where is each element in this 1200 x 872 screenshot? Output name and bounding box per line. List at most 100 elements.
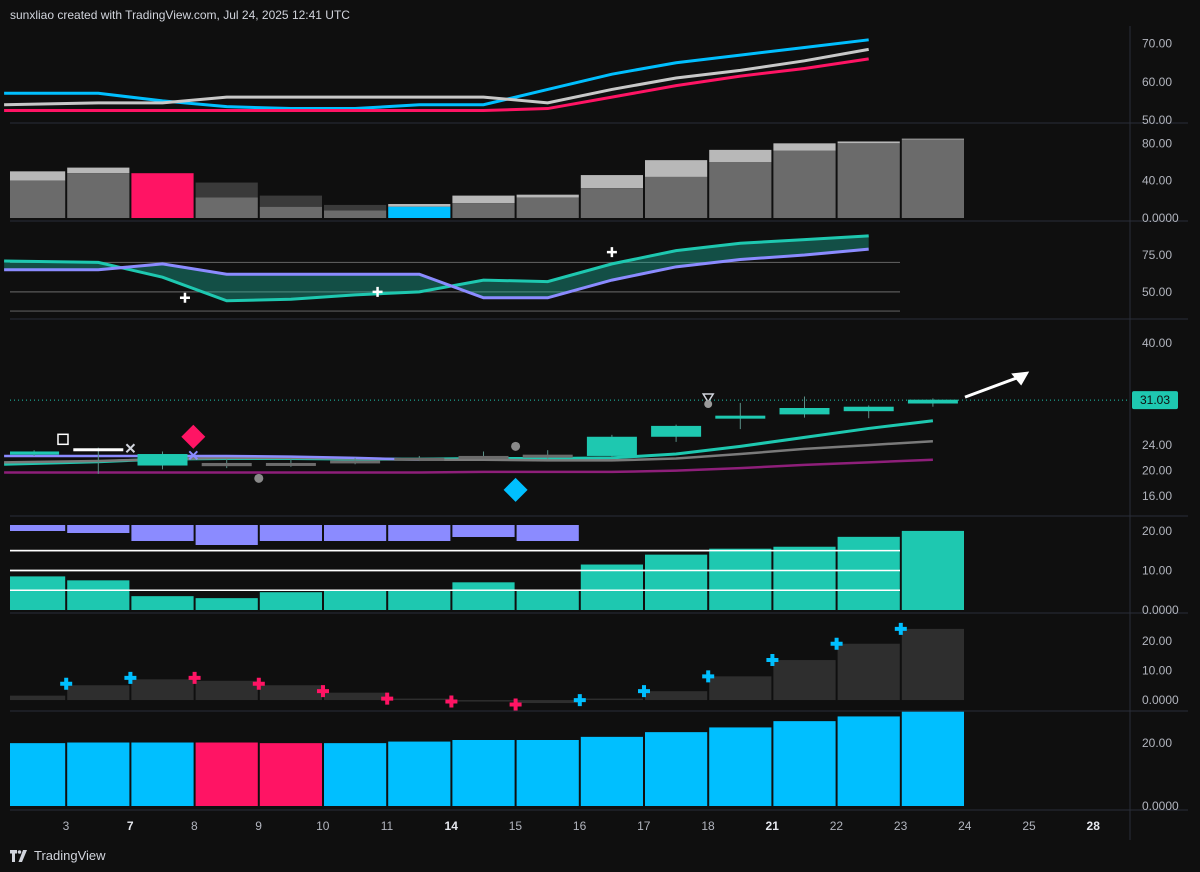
p6-plus-marker	[124, 671, 137, 684]
p4-candle-body	[715, 415, 766, 419]
p2-bar-upper	[645, 160, 708, 177]
p4-trend-arrow-head	[1011, 371, 1030, 386]
x-axis-tick-label: 7	[127, 819, 134, 833]
p2-bar-lower	[10, 180, 66, 218]
p5-tick-label: 10.00	[1142, 563, 1172, 577]
p5-top-bar	[324, 525, 387, 541]
p5-top-bar	[10, 525, 66, 531]
p2-bar-lower	[259, 206, 322, 218]
p2-bar-lower	[645, 176, 708, 218]
p6-bar	[837, 643, 900, 701]
p5-bottom-bar	[131, 596, 194, 610]
p2-bar-lower	[709, 162, 772, 218]
p2-bar-upper	[10, 171, 66, 181]
p4-candle-body	[330, 460, 381, 464]
p7-bar	[259, 743, 322, 806]
p4-candle-body	[907, 399, 958, 404]
footer-brand: TradingView	[34, 848, 106, 863]
p2-bar-upper	[388, 204, 451, 207]
p1-tick-label: 60.00	[1142, 75, 1172, 89]
p3-series-line-1	[4, 247, 869, 300]
x-axis-tick-label: 3	[63, 819, 70, 833]
p4-candle-body	[73, 448, 124, 452]
p6-bar	[67, 685, 130, 701]
p4-candle-body	[394, 457, 445, 461]
p4-dot-marker	[254, 473, 264, 483]
p5-bottom-bar	[901, 530, 964, 610]
p6-bar	[324, 692, 387, 701]
p6-bar	[645, 691, 708, 701]
p5-bottom-bar	[580, 564, 643, 610]
p3-cross-marker	[606, 247, 617, 258]
p1-series-line-2	[4, 57, 869, 112]
p7-bar	[837, 716, 900, 806]
p5-bottom-bar	[837, 536, 900, 610]
p7-bar	[452, 740, 515, 806]
x-axis-tick-label: 10	[316, 819, 330, 833]
p4-square-marker	[57, 433, 69, 446]
p2-bar-upper	[580, 175, 643, 189]
p3-band-fill	[4, 235, 869, 301]
p6-plus-marker	[252, 677, 265, 690]
x-axis-tick-label: 11	[381, 819, 394, 833]
p6-tick-label: 20.00	[1142, 634, 1172, 648]
p2-tick-label: 80.00	[1142, 136, 1172, 150]
p1-series-line-1	[4, 47, 869, 107]
x-axis-tick-label: 16	[573, 819, 587, 833]
tradingview-footer: TradingView	[10, 848, 106, 863]
x-axis-tick-label: 15	[509, 819, 523, 833]
p2-bar-upper	[709, 149, 772, 162]
p4-last-price-value: 31.03	[1140, 393, 1170, 407]
p2-bar-lower	[837, 143, 900, 218]
p6-bar	[901, 628, 964, 701]
p5-tick-label: 20.00	[1142, 524, 1172, 538]
p6-plus-marker	[317, 685, 329, 698]
p7-bar	[67, 742, 130, 806]
p4-last-price-badge	[1132, 391, 1178, 410]
p3-tick-label: 50.00	[1142, 285, 1172, 299]
p5-bottom-bar	[773, 546, 836, 610]
p1-tick-label: 70.00	[1142, 37, 1172, 51]
p7-bar	[324, 743, 387, 806]
p6-bar	[259, 685, 322, 701]
p2-bar-lower	[324, 210, 387, 218]
p4-diamond-marker	[503, 477, 528, 502]
p2-bar-upper	[259, 195, 322, 207]
p4-diamond-marker	[181, 424, 206, 449]
p6-plus-marker	[188, 671, 201, 684]
p4-candle-body	[586, 436, 637, 456]
p6-tick-label: 10.00	[1142, 663, 1172, 677]
p4-x-marker	[188, 450, 199, 461]
x-axis-tick-label: 22	[830, 819, 844, 833]
p2-bar-lower	[195, 197, 258, 218]
x-axis-tick-label: 25	[1022, 819, 1036, 833]
x-axis-tick-label: 8	[191, 819, 198, 833]
p6-tick-label: 0.0000	[1142, 693, 1179, 707]
p4-tick-label: 20.00	[1142, 464, 1172, 478]
p2-bar-upper	[195, 182, 258, 198]
p5-bottom-bar	[324, 590, 387, 610]
p2-bar-lower	[131, 173, 194, 218]
x-axis-tick-label: 14	[445, 819, 459, 833]
p7-bar	[10, 743, 66, 806]
p6-bar	[773, 660, 836, 701]
p5-bottom-bar	[452, 582, 515, 610]
p5-bottom-bar	[709, 548, 772, 610]
p7-tick-label: 20.00	[1142, 736, 1172, 750]
p2-tick-label: 40.00	[1142, 174, 1172, 188]
p7-bar	[580, 736, 643, 806]
p4-candle-body	[843, 406, 894, 412]
p6-plus-marker	[573, 694, 586, 707]
p1-tick-label: 50.00	[1142, 113, 1172, 127]
p5-bottom-bar	[645, 554, 708, 610]
p6-plus-marker	[702, 670, 715, 683]
p3-cross-marker	[179, 292, 190, 303]
p2-bar-lower	[773, 150, 836, 218]
p6-plus-marker	[445, 695, 458, 708]
p7-bar	[773, 721, 836, 806]
p2-bar-lower	[67, 173, 130, 218]
p4-moving-average-3	[4, 458, 933, 474]
p5-top-bar	[388, 525, 451, 541]
p7-bar	[645, 732, 708, 806]
